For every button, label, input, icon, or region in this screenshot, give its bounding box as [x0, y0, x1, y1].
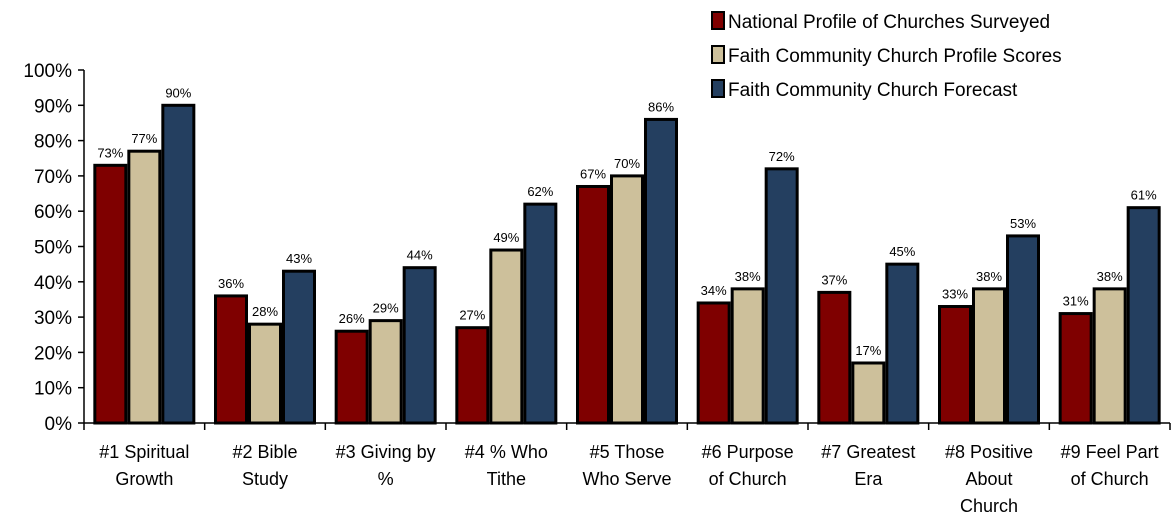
data-label: 38%	[1097, 269, 1123, 284]
bar	[161, 103, 196, 425]
x-tick-label: #5 Those Who Serve	[582, 442, 671, 489]
x-tick-label: #6 Purpose of Church	[702, 442, 794, 489]
bar	[127, 149, 162, 425]
data-label: 34%	[701, 283, 727, 298]
x-tick-label: #4 % Who Tithe	[465, 442, 548, 489]
data-label: 86%	[648, 99, 674, 114]
bar	[1058, 312, 1093, 425]
data-label: 61%	[1131, 188, 1157, 203]
bar	[455, 326, 490, 425]
legend-swatch	[711, 11, 725, 30]
data-label: 17%	[855, 343, 881, 358]
data-labels-group: 73% 36% 26% 27% 67% 34% 37% 33% 31% 77% 28% 29% 49% 7…	[97, 85, 1157, 358]
data-label: 31%	[1063, 294, 1089, 309]
bar	[576, 184, 610, 425]
y-tick-label: 80%	[34, 132, 72, 153]
data-label: 26%	[339, 311, 365, 326]
bar	[730, 287, 765, 425]
data-label: 72%	[769, 149, 795, 164]
x-tick-label: #1 Spiritual Growth	[99, 442, 189, 489]
bar	[1006, 234, 1040, 425]
y-tick-label: 40%	[34, 273, 72, 294]
bar	[644, 117, 678, 425]
bar	[610, 174, 644, 425]
data-label: 27%	[459, 308, 485, 323]
data-label: 37%	[821, 272, 847, 287]
x-axis: #1 Spiritual Growth #2 Bible Study #3 Giving…	[83, 422, 1171, 516]
legend-label: Faith Community Church Forecast	[728, 80, 1018, 101]
y-axis: 0% 10% 20% 30% 40% 50% 60% 70% 80% 90% 100%	[23, 61, 85, 435]
bar	[248, 322, 282, 425]
bar	[851, 361, 886, 425]
bar	[1092, 287, 1127, 425]
data-label: 36%	[218, 276, 244, 291]
bar	[489, 248, 524, 425]
bar	[214, 294, 248, 425]
y-tick-label: 60%	[34, 202, 72, 223]
y-tick-label: 90%	[34, 96, 72, 117]
x-tick-label: #2 Bible Study	[232, 442, 297, 489]
data-label: 73%	[97, 145, 123, 160]
x-tick-label: #3 Giving by%	[336, 442, 436, 489]
data-label: 44%	[407, 248, 433, 263]
data-label: 45%	[889, 244, 915, 259]
bar	[817, 290, 852, 425]
data-label: 70%	[614, 156, 640, 171]
data-label: 29%	[373, 301, 399, 316]
y-tick-label: 0%	[45, 414, 73, 435]
data-label: 77%	[131, 131, 157, 146]
data-label: 67%	[580, 166, 606, 181]
y-tick-label: 10%	[34, 379, 72, 400]
bar	[93, 163, 128, 425]
bar	[885, 262, 920, 425]
y-tick-label: 30%	[34, 308, 72, 329]
legend-label: National Profile of Churches Surveyed	[728, 12, 1050, 33]
bar	[764, 167, 799, 425]
data-label: 53%	[1010, 216, 1036, 231]
x-tick-label: #9 Feel Part of Church	[1061, 442, 1159, 489]
y-tick-label: 100%	[23, 61, 72, 82]
data-label: 38%	[976, 269, 1002, 284]
bar	[1126, 206, 1161, 425]
legend-swatch	[711, 79, 725, 98]
data-label: 33%	[942, 287, 968, 302]
data-label: 38%	[735, 269, 761, 284]
bar	[938, 305, 972, 425]
bar	[972, 287, 1006, 425]
y-tick-label: 70%	[34, 167, 72, 188]
bar	[696, 301, 731, 425]
legend: National Profile of Churches Surveyed Fai…	[711, 11, 1062, 101]
legend-swatch	[711, 45, 725, 64]
data-label: 49%	[493, 230, 519, 245]
legend-label: Faith Community Church Profile Scores	[728, 46, 1062, 67]
bar	[282, 269, 316, 425]
y-tick-label: 20%	[34, 343, 72, 364]
data-label: 90%	[165, 85, 191, 100]
bar	[523, 202, 558, 425]
y-tick-label: 50%	[34, 238, 72, 259]
x-tick-label: #8 Positive About Church	[945, 442, 1033, 516]
bars-group	[93, 103, 1161, 425]
bar	[334, 329, 369, 425]
data-label: 43%	[286, 251, 312, 266]
data-label: 28%	[252, 304, 278, 319]
bar	[368, 319, 403, 425]
x-tick-label: #7 Greatest Era	[821, 442, 915, 489]
bar	[402, 266, 437, 425]
data-label: 62%	[527, 184, 553, 199]
